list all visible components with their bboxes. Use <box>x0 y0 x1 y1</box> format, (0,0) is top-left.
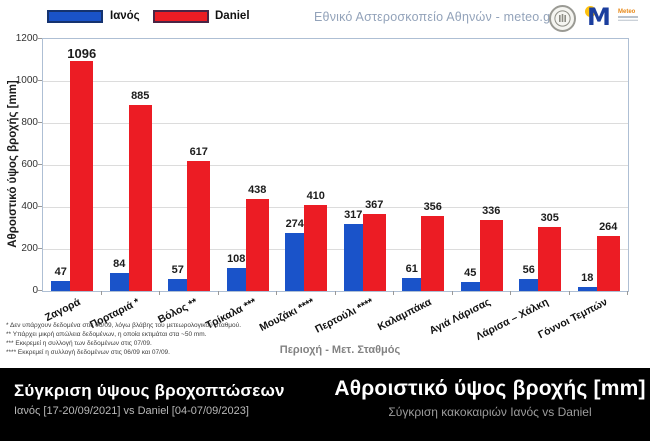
bar-value-label: 617 <box>189 146 208 159</box>
y-tick-label: 1000 <box>15 75 38 86</box>
bar-daniel <box>538 226 562 291</box>
y-tick-label: 1200 <box>15 33 38 44</box>
x-tick-mark <box>100 291 102 295</box>
y-tick-mark <box>38 38 42 39</box>
bar-value-label: 438 <box>248 184 267 197</box>
footer-left-block: Σύγκριση ύψους βροχοπτώσεων Ιανός [17-20… <box>0 368 330 441</box>
source-attribution: Εθνικό Αστεροσκοπείο Αθηνών - meteo.gr <box>314 10 555 24</box>
legend-swatch-ianos <box>47 10 103 23</box>
bar-value-label: 274 <box>285 218 304 231</box>
meteo-logo-text: Meteo <box>618 9 636 15</box>
y-tick-label: 200 <box>21 243 38 254</box>
gridline <box>43 165 628 166</box>
bar-daniel <box>304 204 328 291</box>
bar-ianos <box>460 281 480 291</box>
bar-value-label: 317 <box>344 209 363 222</box>
bar-ianos <box>226 268 246 291</box>
bar-value-label: 108 <box>227 253 246 266</box>
y-tick-mark <box>38 290 42 291</box>
bar-daniel <box>421 216 445 291</box>
bar-value-label: 1096 <box>67 45 97 61</box>
bar-value-label: 367 <box>365 198 384 211</box>
x-category-label: Γόννοι Τεμπών <box>535 296 610 342</box>
bar-ianos <box>519 279 539 291</box>
bar-value-label: 18 <box>581 272 594 285</box>
bar-value-label: 56 <box>522 264 535 277</box>
x-tick-mark <box>334 291 336 295</box>
footnotes: * Δεν υπάρχουν δεδομένα στις 06/09, λόγω… <box>6 321 241 357</box>
y-tick-mark <box>38 164 42 165</box>
legend-swatch-daniel <box>153 10 209 23</box>
y-tick-mark <box>38 206 42 207</box>
bar-ianos <box>168 279 188 291</box>
x-tick-mark <box>451 291 453 295</box>
bar-daniel <box>187 161 211 291</box>
footer-right-block: Αθροιστικό ύψος βροχής [mm] Σύγκριση κακ… <box>330 368 650 441</box>
bar-value-label: 356 <box>423 201 442 214</box>
bar-value-label: 264 <box>599 220 618 233</box>
footer-left-title: Σύγκριση ύψους βροχοπτώσεων <box>14 381 285 400</box>
x-tick-mark <box>510 291 511 295</box>
bar-daniel <box>70 60 94 291</box>
bar-value-label: 61 <box>405 263 418 276</box>
bar-value-label: 410 <box>306 189 325 202</box>
bar-ianos <box>343 224 363 291</box>
y-tick-label: 0 <box>32 285 38 296</box>
footnote-line: ** Υπάρχει μικρή απώλεια δεδομένων, η οπ… <box>6 331 207 338</box>
legend-label-daniel: Daniel <box>215 10 250 22</box>
x-axis-title: Περιοχή - Μετ. Σταθμός <box>279 344 401 356</box>
bar-value-label: 305 <box>540 211 559 224</box>
seal-building-icon <box>554 10 571 27</box>
bar-daniel <box>479 220 503 291</box>
y-tick-label: 600 <box>21 159 38 170</box>
footnote-line: * Δεν υπάρχουν δεδομένα στις 06/09, λόγω… <box>6 322 242 329</box>
gridline <box>43 207 628 208</box>
gridline <box>43 81 628 82</box>
bar-ianos <box>577 287 597 291</box>
bar-value-label: 57 <box>171 264 184 277</box>
plot-area: 47 1096 84 885 57 617 108 438 274 410 317 367 61 356 4… <box>42 38 629 292</box>
bar-daniel <box>128 105 152 291</box>
bar-daniel <box>362 213 386 291</box>
x-tick-mark <box>217 291 219 295</box>
bar-daniel <box>245 199 269 291</box>
bar-value-label: 336 <box>482 205 501 218</box>
x-tick-mark <box>568 291 570 295</box>
meteo-logo: M Meteo <box>585 3 639 32</box>
y-tick-mark <box>38 248 42 249</box>
y-tick-label: 400 <box>21 201 38 212</box>
x-category-label: Λάρισα – Χάλκη <box>474 296 551 343</box>
y-tick-mark <box>38 80 42 81</box>
footer-banner: Σύγκριση ύψους βροχοπτώσεων Ιανός [17-20… <box>0 368 650 441</box>
meteo-logo-sub-lines <box>618 16 638 24</box>
y-tick-label: 800 <box>21 117 38 128</box>
x-tick-mark <box>276 291 277 295</box>
bar-ianos <box>51 281 71 291</box>
sun-icon <box>585 6 596 17</box>
bar-ianos <box>402 278 422 291</box>
legend-label-ianos: Ιανός <box>110 10 140 22</box>
bar-value-label: 45 <box>464 266 477 279</box>
bar-ianos <box>109 273 129 291</box>
footnote-line: *** Εκκρεμεί η συλλογή των δεδομένων στι… <box>6 340 152 347</box>
x-tick-mark <box>159 291 160 295</box>
gridline <box>43 249 628 250</box>
meteo-m-icon: M <box>587 3 611 31</box>
bar-value-label: 885 <box>131 90 150 103</box>
footer-right-title: Αθροιστικό ύψος βροχής [mm] <box>334 377 646 400</box>
bar-daniel <box>596 235 620 291</box>
footer-right-subtitle: Σύγκριση κακοκαιριών Ιανός vs Daniel <box>388 405 592 419</box>
bar-value-label: 47 <box>54 266 67 279</box>
footer-left-subtitle: Ιανός [17-20/09/2021] vs Daniel [04-07/0… <box>14 405 249 417</box>
gridline <box>43 123 628 124</box>
x-tick-mark <box>627 291 628 295</box>
bar-value-label: 84 <box>113 258 126 271</box>
observatory-seal-logo <box>549 5 576 32</box>
x-tick-mark <box>393 291 394 295</box>
footnote-line: **** Εκκρεμεί η συλλογή δεδομένων στις 0… <box>6 349 170 356</box>
bar-ianos <box>285 233 305 291</box>
y-tick-mark <box>38 122 42 123</box>
